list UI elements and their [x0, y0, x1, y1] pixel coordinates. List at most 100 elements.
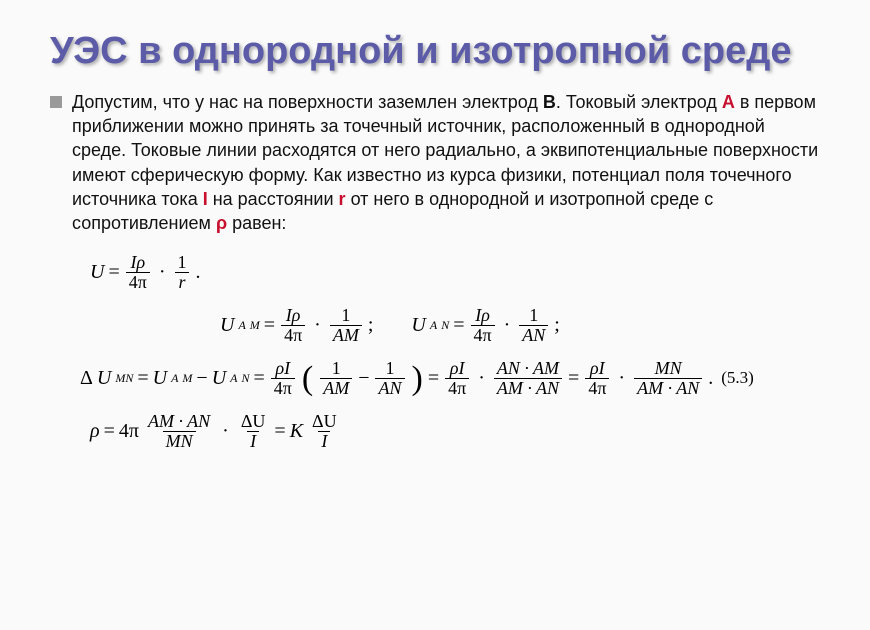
- den: MN: [163, 431, 196, 451]
- body-paragraph: Допустим, что у нас на поверхности зазем…: [72, 90, 820, 236]
- electrode-b: В: [543, 92, 556, 112]
- sym-dot: ·: [615, 367, 628, 390]
- slide-title: УЭС в однородной и изотропной среде: [50, 30, 820, 74]
- sym-eq: =: [108, 261, 119, 284]
- sym-eq: =: [137, 367, 148, 390]
- lparen: (: [301, 367, 314, 391]
- sub-M: M: [250, 318, 260, 333]
- bullet-icon: [50, 96, 62, 108]
- electrode-a: A: [722, 92, 735, 112]
- frac: AM · ANMN: [145, 412, 213, 451]
- sub-N: N: [441, 318, 449, 333]
- num: ΔU: [238, 412, 269, 431]
- den: 4π: [471, 325, 495, 345]
- frac: 1AM: [330, 306, 362, 345]
- equation-1: U = Iρ 4π · 1 r .: [90, 253, 820, 292]
- resistivity-rho: ρ: [216, 213, 227, 233]
- den: 4π: [271, 378, 295, 398]
- frac: 1AN: [519, 306, 548, 345]
- sub-M: M: [182, 371, 192, 386]
- frac: Iρ4π: [281, 306, 305, 345]
- den: AM · AN: [634, 378, 702, 398]
- body-paragraph-row: Допустим, что у нас на поверхности зазем…: [50, 90, 820, 236]
- sym-eq: =: [568, 367, 579, 390]
- equation-4: ρ = 4π AM · ANMN · ΔUI = K ΔUI: [90, 412, 820, 451]
- den: AM · AN: [494, 378, 562, 398]
- frac: ρI4π: [271, 359, 295, 398]
- sym-U: U: [90, 261, 104, 284]
- num: 1: [526, 306, 541, 325]
- den: 4π: [281, 325, 305, 345]
- sym-K: K: [290, 420, 303, 443]
- frac-1-r: 1 r: [175, 253, 190, 292]
- frac: ΔUI: [238, 412, 269, 451]
- num: ρI: [447, 359, 468, 378]
- sym-minus: −: [196, 367, 207, 390]
- sym-U: U: [212, 367, 226, 390]
- den: AM: [320, 378, 352, 398]
- num: AN · AM: [494, 359, 562, 378]
- period: .: [708, 367, 713, 390]
- sym-dot: ·: [501, 314, 514, 337]
- frac: ρI4π: [585, 359, 609, 398]
- sym-U: U: [153, 367, 167, 390]
- den: 4π: [445, 378, 469, 398]
- den: I: [318, 431, 330, 451]
- num: Iρ: [472, 306, 493, 325]
- equation-3: ΔUMN = UAM − UAN = ρI4π ( 1AM − 1AN ) = …: [80, 359, 820, 398]
- semi: ;: [368, 314, 374, 337]
- sym-eq: =: [254, 367, 265, 390]
- sym-eq: =: [428, 367, 439, 390]
- equation-number: (5.3): [721, 368, 754, 388]
- sup-A: A: [430, 318, 437, 333]
- num: AM · AN: [145, 412, 213, 431]
- frac: AN · AMAM · AN: [494, 359, 562, 398]
- sym-dot: ·: [156, 261, 169, 284]
- sup-A: A: [230, 371, 237, 386]
- den: 4π: [126, 272, 150, 292]
- num: 1: [338, 306, 353, 325]
- text-seg-2: . Токовый электрод: [556, 92, 722, 112]
- sym-rho: ρ: [90, 420, 100, 443]
- sup-A: A: [171, 371, 178, 386]
- sub-MN: MN: [115, 371, 133, 386]
- num: ΔU: [309, 412, 340, 431]
- den: r: [175, 272, 188, 292]
- sym-U: U: [411, 314, 425, 337]
- text-seg-1: Допустим, что у нас на поверхности зазем…: [72, 92, 543, 112]
- formula-block: U = Iρ 4π · 1 r . UAM = Iρ4π · 1AM ; UAN…: [50, 253, 820, 450]
- sym-U: U: [97, 367, 111, 390]
- num: Iρ: [283, 306, 304, 325]
- num: ρI: [587, 359, 608, 378]
- frac: 1AN: [375, 359, 404, 398]
- num: ρI: [273, 359, 294, 378]
- sym-dot: ·: [475, 367, 488, 390]
- frac-irho-4pi: Iρ 4π: [126, 253, 150, 292]
- frac: Iρ4π: [471, 306, 495, 345]
- num: 1: [175, 253, 190, 272]
- sym-dot: ·: [219, 420, 232, 443]
- frac: ΔUI: [309, 412, 340, 451]
- distance-r: r: [339, 189, 346, 209]
- frac: ρI4π: [445, 359, 469, 398]
- den: AN: [519, 325, 548, 345]
- frac: MNAM · AN: [634, 359, 702, 398]
- num: Iρ: [127, 253, 148, 272]
- period: .: [196, 261, 201, 284]
- den: AN: [375, 378, 404, 398]
- sym-eq: =: [274, 420, 285, 443]
- equation-2: UAM = Iρ4π · 1AM ; UAN = Iρ4π · 1AN ;: [220, 306, 820, 345]
- sym-U: U: [220, 314, 234, 337]
- num: 1: [382, 359, 397, 378]
- sym-minus: −: [358, 367, 369, 390]
- den: 4π: [585, 378, 609, 398]
- num: MN: [652, 359, 685, 378]
- text-seg-6: равен:: [227, 213, 286, 233]
- sym-eq: =: [264, 314, 275, 337]
- rparen: ): [411, 367, 424, 391]
- sym-eq: =: [104, 420, 115, 443]
- sym-dot: ·: [311, 314, 324, 337]
- den: AM: [330, 325, 362, 345]
- fourpi: 4π: [119, 420, 139, 443]
- num: 1: [329, 359, 344, 378]
